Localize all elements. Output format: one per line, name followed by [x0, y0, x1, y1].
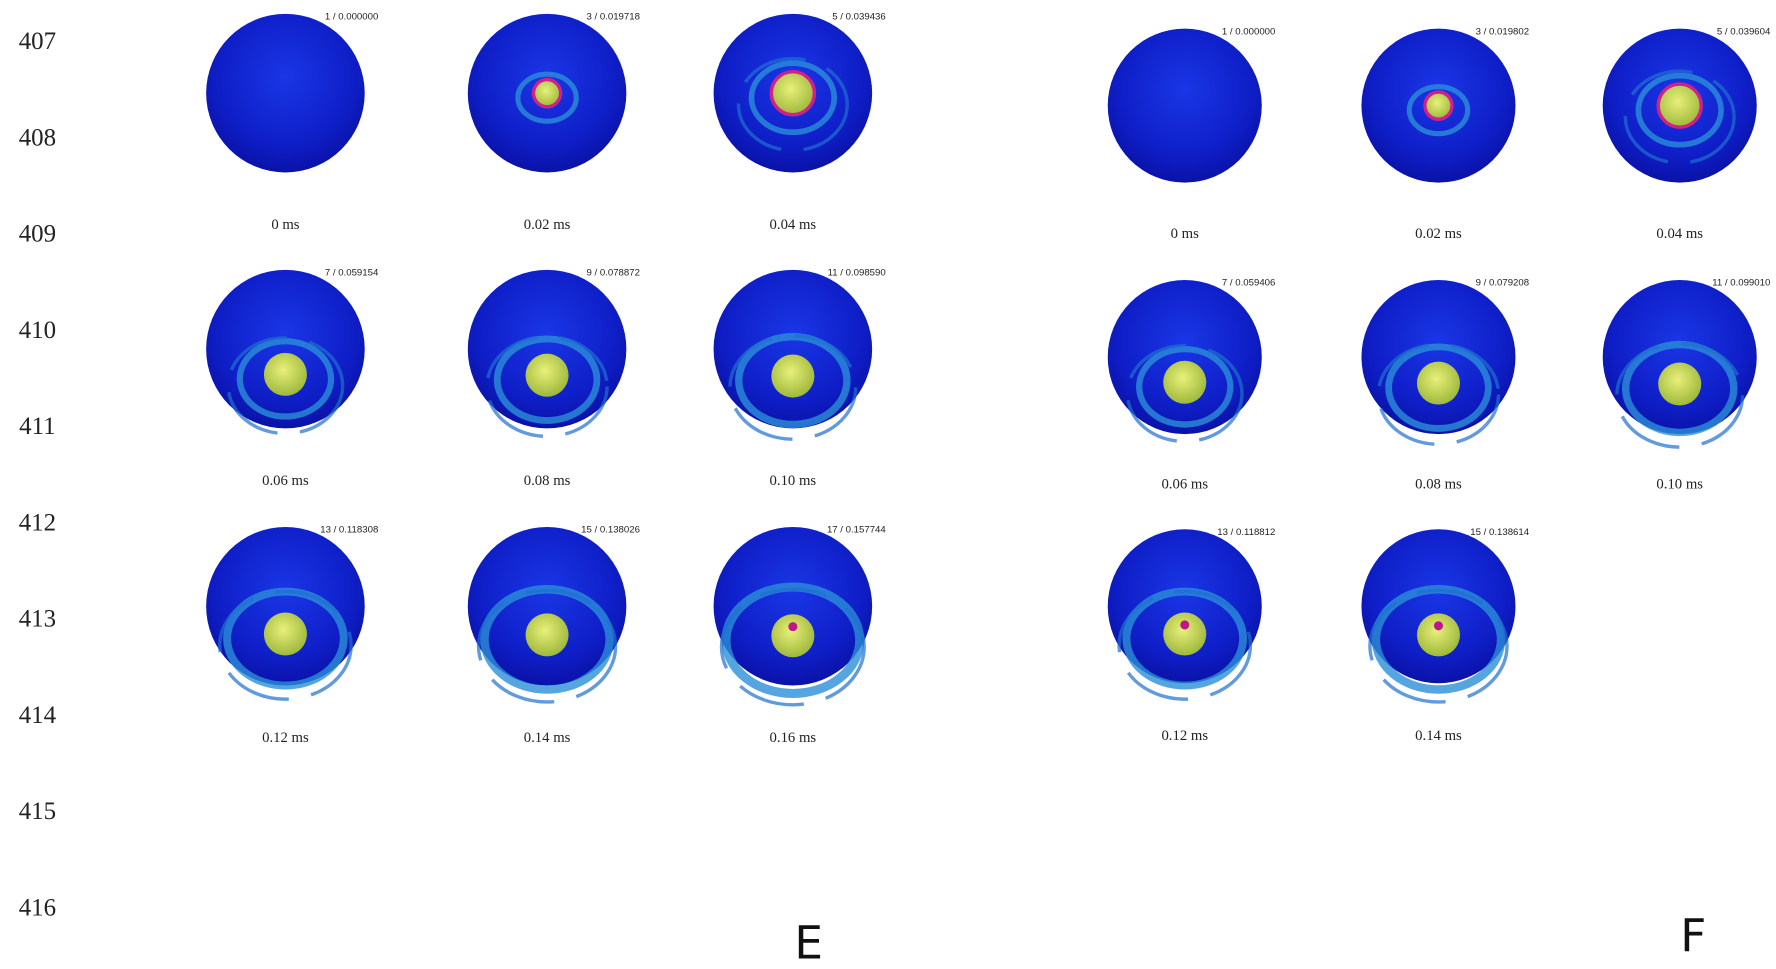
- line-number: 413: [19, 606, 56, 633]
- time-label: 0.12 ms: [262, 730, 309, 746]
- time-label: 0.02 ms: [524, 217, 571, 233]
- time-label: 0.14 ms: [1415, 728, 1462, 744]
- sphere-frame: [714, 270, 873, 439]
- panel-letter: F: [1680, 910, 1706, 963]
- sphere-frame: [1108, 529, 1262, 699]
- time-label: 0.10 ms: [1656, 476, 1703, 492]
- sphere: [1361, 280, 1515, 434]
- frame-label: 1 / 0.000000: [325, 12, 378, 23]
- projectile: [1425, 92, 1452, 119]
- projectile: [771, 614, 814, 657]
- sphere-frame: [1108, 280, 1262, 441]
- frame-label: 17 / 0.157744: [827, 525, 886, 536]
- sphere-frame: [1361, 280, 1515, 444]
- line-number: 414: [19, 702, 57, 729]
- time-label: 0.06 ms: [1161, 476, 1208, 492]
- line-number: 410: [19, 317, 56, 344]
- frame-label: 7 / 0.059154: [325, 268, 379, 279]
- projectile: [1417, 613, 1460, 656]
- sphere-frame: [206, 527, 365, 699]
- sphere-frame: [1361, 529, 1515, 702]
- time-label: 0 ms: [1171, 226, 1199, 242]
- time-label: 0.04 ms: [1656, 226, 1703, 242]
- time-label: 0.10 ms: [770, 473, 817, 489]
- panel-letter: E: [794, 917, 823, 969]
- projectile: [771, 355, 814, 398]
- frame-label: 3 / 0.019802: [1476, 26, 1529, 37]
- time-label: 0 ms: [271, 217, 299, 233]
- frame-label: 15 / 0.138614: [1470, 527, 1529, 538]
- time-label: 0.02 ms: [1415, 226, 1462, 242]
- line-number: 407: [19, 28, 56, 55]
- frame-label: 9 / 0.079208: [1476, 278, 1529, 289]
- sphere: [1603, 280, 1757, 434]
- projectile: [526, 354, 569, 397]
- time-label: 0.12 ms: [1161, 728, 1208, 744]
- sphere-frame: [468, 527, 627, 702]
- frame-label: 11 / 0.099010: [1712, 278, 1770, 289]
- projectile: [1163, 361, 1206, 404]
- sphere: [206, 270, 365, 429]
- hot-spot: [1180, 620, 1189, 629]
- time-label: 0.08 ms: [1415, 476, 1462, 492]
- frame-label: 1 / 0.000000: [1222, 26, 1275, 37]
- sphere: [1108, 29, 1262, 183]
- sphere-frame: [468, 14, 627, 173]
- time-label: 0.08 ms: [524, 473, 571, 489]
- frame-label: 9 / 0.078872: [587, 268, 640, 279]
- frame-label: 11 / 0.098590: [828, 268, 886, 279]
- frame-label: 13 / 0.118308: [320, 525, 378, 536]
- sphere-frame: [1603, 280, 1757, 447]
- sphere-frame: [714, 14, 873, 173]
- line-number: 412: [19, 509, 56, 536]
- frame-label: 5 / 0.039604: [1717, 26, 1771, 37]
- projectile: [1163, 612, 1206, 655]
- time-label: 0.06 ms: [262, 473, 309, 489]
- time-label: 0.14 ms: [524, 730, 571, 746]
- projectile: [1658, 84, 1701, 127]
- sphere-frame: [1108, 29, 1262, 183]
- projectile: [264, 612, 307, 655]
- frame-label: 5 / 0.039436: [832, 12, 885, 23]
- line-number: 415: [19, 798, 56, 825]
- frame-label: 3 / 0.019718: [587, 12, 640, 23]
- line-number: 409: [19, 221, 56, 248]
- sphere-frame: [206, 270, 365, 434]
- projectile: [1417, 362, 1460, 405]
- frame-label: 7 / 0.059406: [1222, 278, 1275, 289]
- frame-label: 13 / 0.118812: [1217, 527, 1275, 538]
- sphere-frame: [206, 14, 365, 173]
- projectile: [264, 353, 307, 396]
- sphere: [206, 14, 365, 173]
- projectile: [533, 80, 560, 107]
- sphere-frame: [468, 270, 627, 437]
- line-number: 408: [19, 124, 56, 151]
- hot-spot: [1434, 621, 1443, 630]
- projectile: [526, 613, 569, 656]
- sphere: [714, 270, 873, 429]
- sphere-frame: [1361, 29, 1515, 183]
- projectile: [1658, 362, 1701, 405]
- time-label: 0.04 ms: [770, 217, 817, 233]
- line-number: 416: [19, 894, 56, 921]
- figure: 407 408 409 410 411 412 413 414 415 416 E 1 / 0.000…: [0, 0, 1776, 969]
- hot-spot: [788, 622, 797, 631]
- frame-label: 15 / 0.138026: [581, 525, 640, 536]
- line-number: 411: [19, 413, 55, 440]
- sphere-frame: [714, 527, 873, 705]
- sphere-frame: [1603, 29, 1757, 183]
- projectile: [771, 72, 814, 115]
- time-label: 0.16 ms: [770, 730, 817, 746]
